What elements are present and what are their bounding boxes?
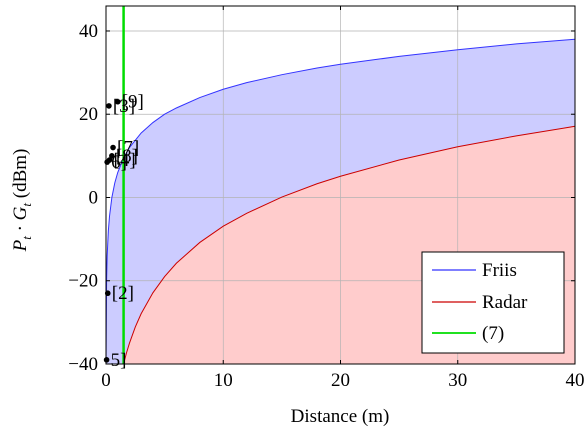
x-tick-label: 10 [214, 370, 233, 391]
axis-ticks: 0 10 20 30 40 −40 −20 0 20 40 [68, 6, 585, 391]
x-tick-label: 40 [566, 370, 585, 391]
y-tick-label: 0 [89, 187, 99, 208]
y-tick-label: 40 [79, 21, 98, 42]
data-point [110, 144, 116, 151]
data-point [114, 98, 121, 105]
y-tick-label: −20 [68, 271, 98, 292]
data-point [103, 357, 110, 363]
data-point [109, 153, 115, 159]
x-tick-label: 0 [101, 370, 111, 391]
point-label: 6] [111, 152, 127, 173]
y-label-g: G [10, 206, 31, 220]
y-tick-label: 20 [79, 104, 98, 125]
y-label-p: P [10, 239, 31, 252]
point-label: [7] [117, 138, 139, 159]
legend-label-radar: Radar [482, 292, 528, 313]
point-label: [2] [112, 283, 134, 304]
data-point [106, 103, 112, 109]
x-axis-label: Distance (m) [291, 406, 390, 427]
x-tick-label: 20 [331, 370, 350, 391]
y-label-sub-t2: t [19, 203, 34, 207]
legend-label-7: (7) [482, 323, 504, 344]
series-lines [105, 6, 576, 365]
friis-line [105, 38, 576, 365]
x-tick-label: 30 [448, 370, 467, 391]
legend: Friis Radar (7) [421, 251, 565, 354]
y-label-sub-t1: t [19, 236, 34, 240]
point-label: 5] [111, 350, 127, 371]
y-axis-label: Pt · Gt (dBm) [10, 149, 34, 253]
y-tick-label: −40 [68, 354, 98, 375]
y-label-dot: · [10, 220, 31, 236]
point-label: [8] [116, 146, 138, 167]
data-point [104, 159, 110, 165]
y-label-unit: (dBm) [10, 149, 31, 203]
point-label: [4] [114, 150, 136, 171]
point-label: [9] [122, 92, 144, 113]
legend-label-friis: Friis [482, 260, 517, 281]
radar-line [123, 125, 576, 365]
data-points: [3][9][7][8][4]6][2]5] [103, 92, 144, 371]
